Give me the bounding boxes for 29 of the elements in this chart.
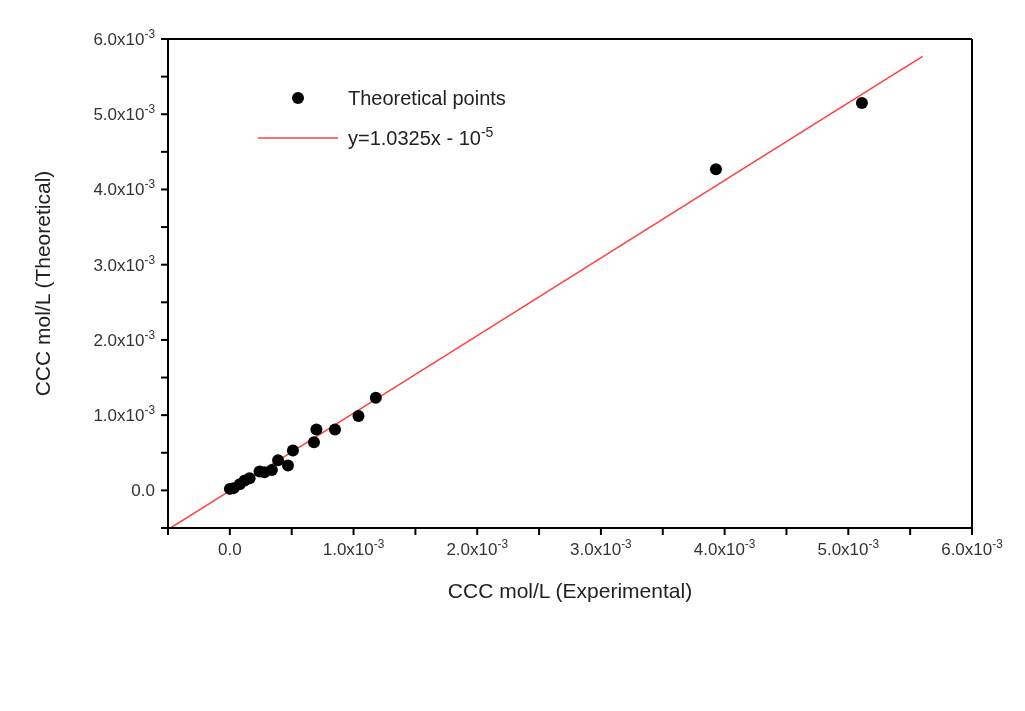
y-tick-label: 4.0x10$^{-3}$ xyxy=(93,177,156,200)
point xyxy=(281,459,294,472)
x-tick-label: 4.0x10$^{-3}$ xyxy=(693,537,756,559)
x-tick-label: 3.0x10$^{-3}$ xyxy=(570,537,633,559)
x-axis-title: CCC mol/L (Experimental) xyxy=(447,579,693,602)
point xyxy=(272,454,285,467)
point xyxy=(709,163,722,176)
point xyxy=(855,96,868,109)
y-tick-label: 1.0x10$^{-3}$ xyxy=(93,403,156,426)
point xyxy=(328,423,341,436)
x-tick-label: 6.0x10$^{-3}$ xyxy=(941,537,1004,559)
point xyxy=(352,409,365,422)
y-tick-label: 0.0 xyxy=(131,481,155,501)
y-tick-label: 3.0x10$^{-3}$ xyxy=(93,252,156,275)
point xyxy=(369,391,382,404)
y-tick-label: 2.0x10$^{-3}$ xyxy=(93,327,156,350)
y-tick-label: 6.0x10$^{-3}$ xyxy=(93,27,156,49)
x-tick-label: 0.0 xyxy=(218,540,242,559)
y-tick-label: 5.0x10$^{-3}$ xyxy=(93,102,156,125)
point xyxy=(243,472,256,485)
legend-label: y=1.0325x - 10$^{-5}$ xyxy=(348,124,494,149)
point xyxy=(310,423,323,436)
point xyxy=(307,436,320,449)
legend-label: Theoretical points xyxy=(348,87,506,109)
y-axis-title: CCC mol/L (Theoretical) xyxy=(31,170,55,397)
x-tick-label: 2.0x10$^{-3}$ xyxy=(446,537,509,559)
x-tick-label: 5.0x10$^{-3}$ xyxy=(817,537,880,559)
x-tick-label: 1.0x10$^{-3}$ xyxy=(322,537,385,559)
point xyxy=(286,444,299,457)
